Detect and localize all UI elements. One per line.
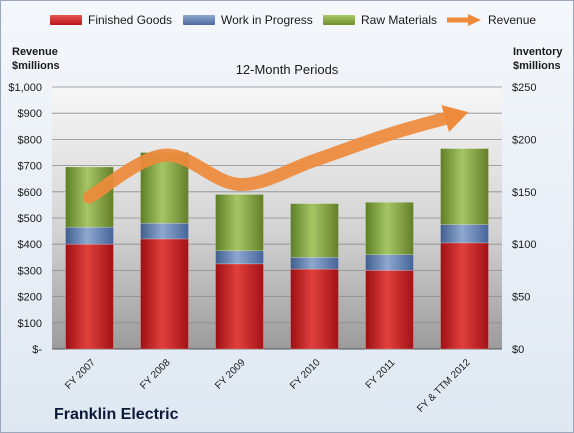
right-axis-title: Inventory $millions <box>513 45 563 73</box>
bar-wip <box>440 224 489 244</box>
right-axis-title-line1: Inventory <box>513 46 563 58</box>
bar-wip <box>290 256 339 270</box>
legend-label-finished-goods: Finished Goods <box>88 13 173 27</box>
legend-swatch-raw-materials <box>323 15 355 25</box>
left-axis-ticks: $- $100 $200 $300 $400 $500 $600 $700 $800 $900 $1… <box>8 82 42 356</box>
bar-raw-materials <box>365 201 414 255</box>
legend-item-finished-goods: Finished Goods <box>50 13 172 27</box>
revenue-line <box>83 105 469 204</box>
left-tick-label: $900 <box>18 108 42 120</box>
legend-label-raw-materials: Raw Materials <box>361 13 438 27</box>
x-tick-label: FY 2011 <box>364 357 398 391</box>
bar-finished-goods <box>365 270 414 350</box>
left-axis-title-line2: $millions <box>12 60 60 72</box>
bar-raw-materials <box>215 194 264 252</box>
bar-finished-goods <box>290 268 339 350</box>
left-tick-label: $1,000 <box>8 82 42 94</box>
bar-wip <box>65 226 114 245</box>
x-tick-label: FY 2007 <box>63 357 98 392</box>
left-tick-label: $200 <box>18 292 42 304</box>
left-tick-label: $600 <box>18 187 42 199</box>
bar-finished-goods <box>140 238 189 350</box>
bar-finished-goods <box>440 242 489 350</box>
right-tick-label: $100 <box>512 239 536 251</box>
legend: Finished Goods Work in Progress Raw Mate… <box>0 9 574 29</box>
x-tick-label: FY 2009 <box>213 357 248 392</box>
bar-finished-goods <box>215 263 264 350</box>
bar-wip <box>140 222 189 240</box>
bar-raw-materials <box>290 203 339 258</box>
company-name: Franklin Electric <box>54 406 179 423</box>
left-axis-title-line1: Revenue <box>12 46 58 58</box>
right-tick-label: $250 <box>512 82 536 94</box>
left-tick-label: $300 <box>18 265 42 277</box>
legend-arrow-revenue <box>447 14 481 26</box>
left-tick-label: $400 <box>18 239 42 251</box>
x-tick-label: FY & TTM 2012 <box>415 357 473 415</box>
bar-wip <box>365 254 414 271</box>
legend-swatch-wip <box>183 15 215 25</box>
revenue-arrowhead <box>441 105 469 133</box>
legend-item-wip: Work in Progress <box>183 13 313 27</box>
legend-swatch-finished-goods <box>50 15 82 25</box>
legend-item-raw-materials: Raw Materials <box>323 13 437 27</box>
left-tick-label: $700 <box>18 161 42 173</box>
bar-finished-goods <box>65 243 114 350</box>
right-tick-label: $200 <box>512 134 536 146</box>
bar-raw-materials <box>440 148 489 225</box>
legend-label-wip: Work in Progress <box>221 13 313 27</box>
chart-title: 12-Month Periods <box>235 62 339 77</box>
right-tick-label: $50 <box>512 292 530 304</box>
legend-item-revenue: Revenue <box>446 13 536 27</box>
left-tick-label: $800 <box>18 134 42 146</box>
bar-wip <box>215 250 264 265</box>
left-tick-label: $500 <box>18 213 42 225</box>
left-tick-label: $100 <box>18 318 42 330</box>
right-axis-title-line2: $millions <box>513 60 561 72</box>
bars <box>65 148 489 350</box>
right-tick-label: $0 <box>512 344 524 356</box>
x-tick-label: FY 2008 <box>138 357 173 392</box>
left-tick-label: $- <box>32 344 42 356</box>
revenue-line-path <box>83 110 458 204</box>
x-tick-label: FY 2010 <box>288 357 323 392</box>
right-axis-ticks: $0 $50 $100 $150 $200 $250 <box>512 82 536 356</box>
legend-label-revenue: Revenue <box>488 13 537 27</box>
right-tick-label: $150 <box>512 187 536 199</box>
left-axis-title: Revenue $millions <box>12 45 60 73</box>
